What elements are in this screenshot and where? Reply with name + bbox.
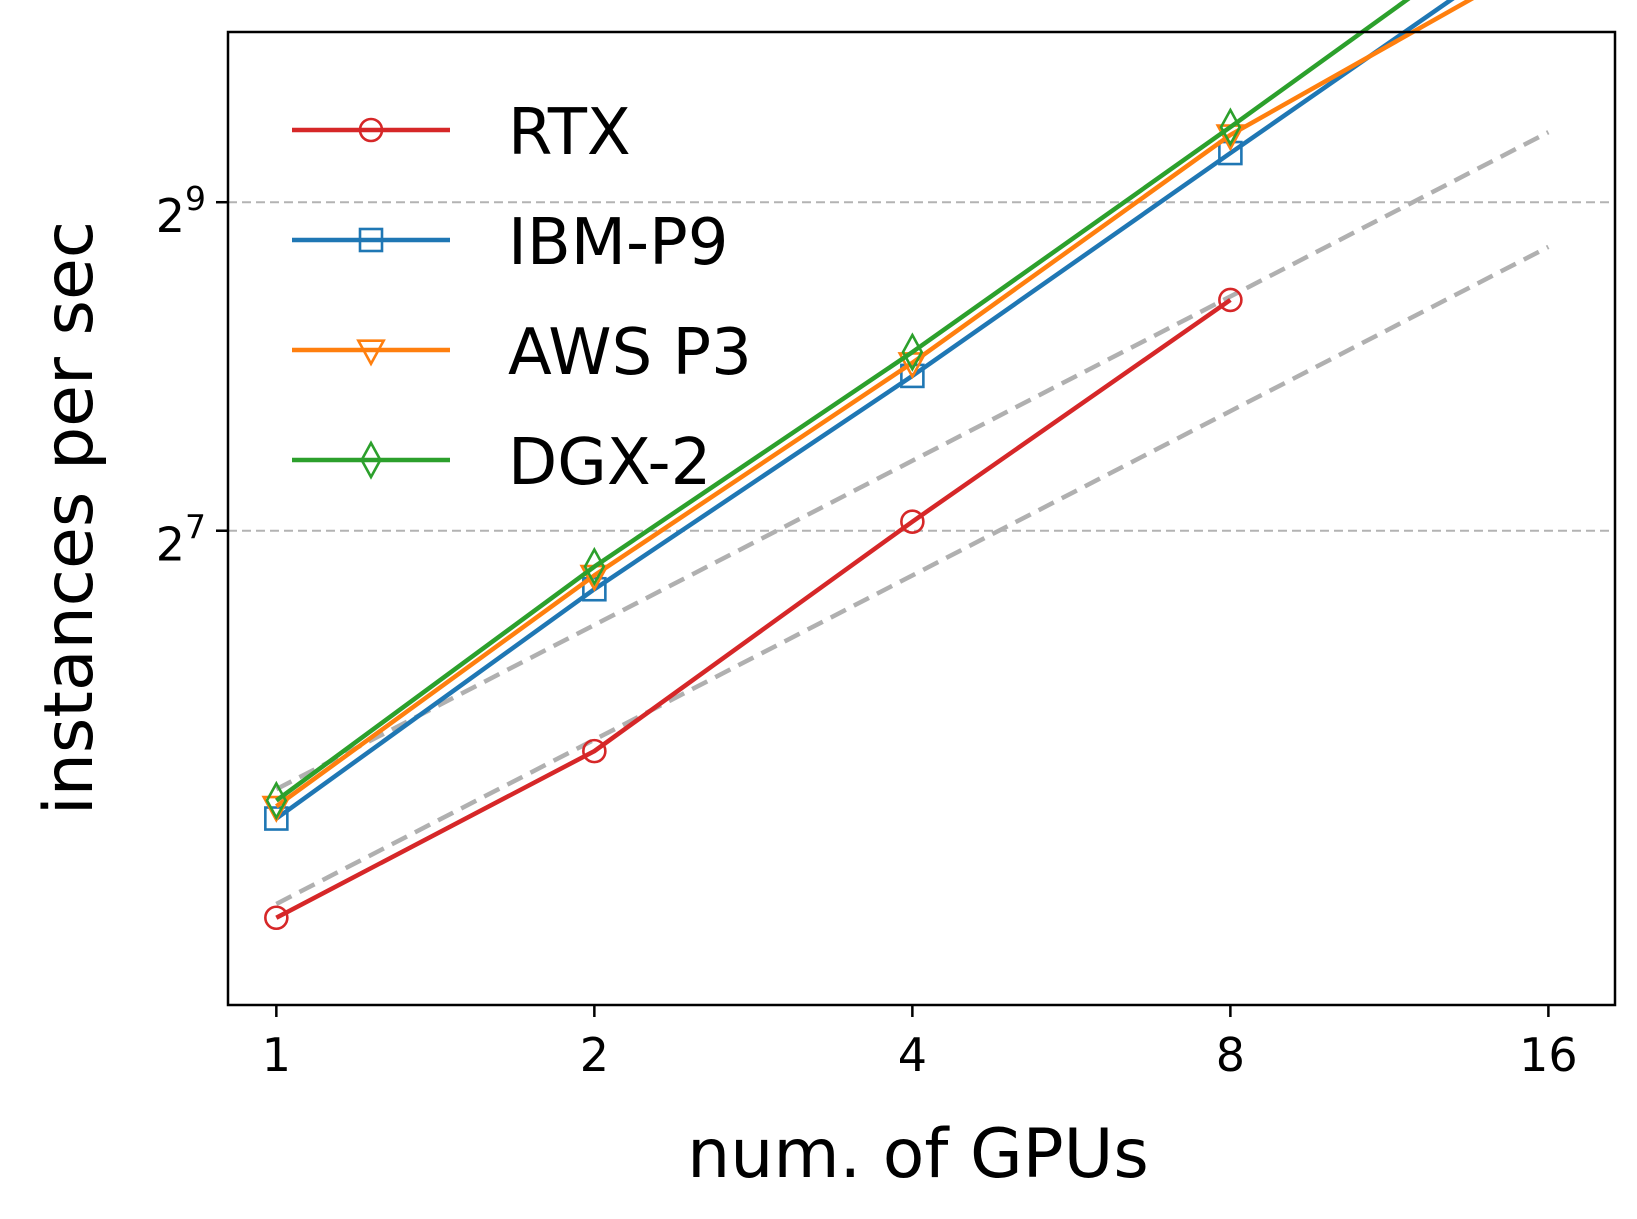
x-tick-label: 2 <box>580 1028 609 1082</box>
data-point-dgx-2 <box>583 546 606 587</box>
data-point-dgx-2 <box>265 780 288 821</box>
series-dgx-2 <box>265 0 1411 821</box>
legend-label-dgx-2: DGX-2 <box>508 426 711 500</box>
data-point-rtx <box>582 738 607 764</box>
y-axis-title: instances per sec <box>30 221 109 815</box>
legend-entry-dgx-2: DGX-2 <box>292 426 711 500</box>
y-tick-label: 29 <box>156 179 206 243</box>
data-point-dgx-2 <box>901 332 924 372</box>
data-series <box>261 0 1475 931</box>
x-tick-label: 1 <box>262 1028 291 1082</box>
data-point-ibm-p9 <box>264 806 289 831</box>
y-tick-label: 27 <box>156 508 206 572</box>
data-point-ibm-p9 <box>582 576 607 602</box>
grid-lines <box>228 201 1615 532</box>
x-tick-label: 4 <box>898 1028 927 1082</box>
series-line-dgx-2 <box>275 0 1411 803</box>
legend-marker-dgx-2 <box>360 440 382 480</box>
data-point-rtx <box>900 509 925 534</box>
legend-marker-ibm-p9 <box>358 227 384 253</box>
y-tick-exponent: 9 <box>185 179 206 218</box>
ideal-scaling-lower <box>275 244 1550 906</box>
legend-entry-aws-p3: AWS P3 <box>292 316 752 390</box>
plot-frame <box>226 30 1617 1007</box>
series-line-aws-p3 <box>275 0 1475 809</box>
legend-marker-aws-p3 <box>356 339 386 367</box>
series-line-rtx <box>275 298 1232 920</box>
legend-label-aws-p3: AWS P3 <box>508 316 752 390</box>
legend-entry-rtx: RTX <box>292 96 631 170</box>
ideal-scaling-upper <box>275 130 1550 792</box>
data-point-rtx <box>264 905 289 931</box>
legend-label-rtx: RTX <box>508 96 631 170</box>
x-axis-title: num. of GPUs <box>687 1115 1149 1194</box>
series-rtx <box>264 287 1243 931</box>
reference-lines <box>275 130 1550 906</box>
data-point-dgx-2 <box>1219 107 1242 147</box>
legend: RTX IBM-P9 AWS P3 DGX-2 <box>292 96 752 500</box>
y-tick-base: 2 <box>156 189 185 243</box>
x-tick-label: 16 <box>1519 1028 1578 1082</box>
data-point-rtx <box>1218 287 1243 313</box>
legend-marker-rtx <box>358 117 384 143</box>
y-tick-exponent: 7 <box>185 508 206 547</box>
x-tick-label: 8 <box>1216 1028 1245 1082</box>
x-axis-ticks: 1 2 4 8 16 <box>262 1005 1578 1082</box>
legend-entry-ibm-p9: IBM-P9 <box>292 206 728 280</box>
legend-label-ibm-p9: IBM-P9 <box>508 206 728 280</box>
y-tick-base: 2 <box>156 518 185 572</box>
